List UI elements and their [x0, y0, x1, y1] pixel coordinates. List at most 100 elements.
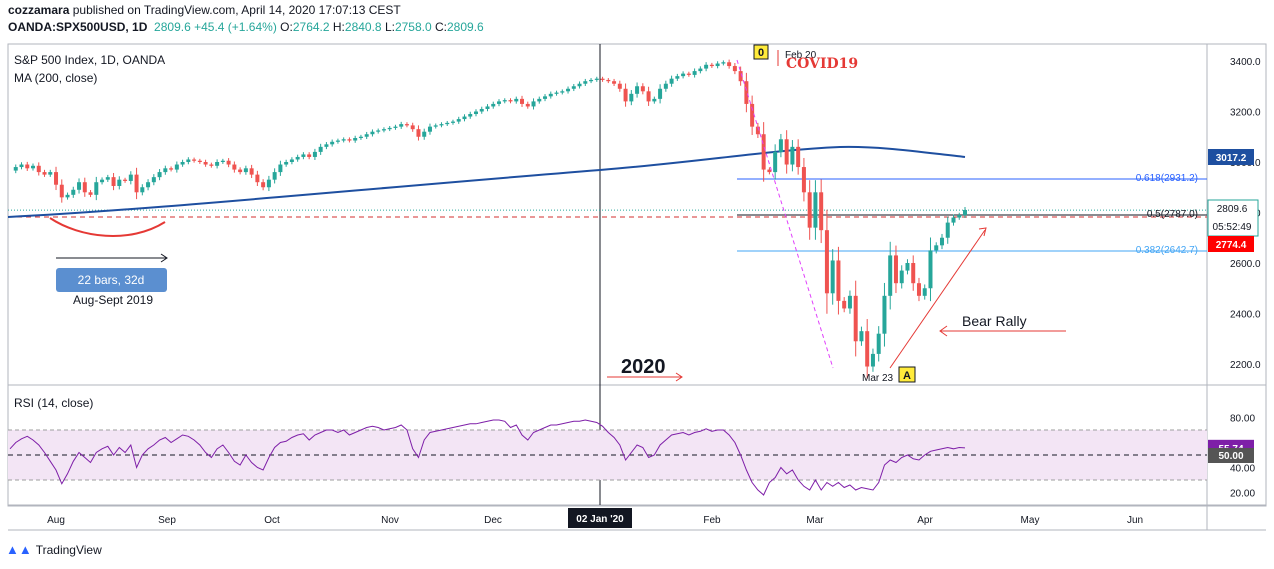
candle-body [548, 93, 553, 97]
candle-body [19, 164, 24, 168]
bear-rally-arrow-head [939, 325, 948, 337]
bars-box-label: 22 bars, 32d [78, 273, 145, 287]
publisher-name[interactable]: cozzamara [8, 3, 70, 17]
candle-body [479, 108, 484, 112]
candle-body [318, 146, 323, 152]
candle-body [767, 169, 772, 173]
mar23-label: Mar 23 [862, 373, 894, 384]
point-0-label: 0 [758, 47, 764, 59]
candle-body [646, 91, 651, 102]
candle-body [773, 151, 778, 173]
candle-body [537, 98, 542, 102]
y-tick-label: 3400.0 [1230, 57, 1261, 68]
candle-body [957, 215, 962, 218]
candle-body [312, 151, 317, 157]
bars-caption: Aug-Sept 2019 [73, 293, 153, 307]
rsi-label: RSI (14, close) [14, 396, 93, 410]
point-A-label: A [903, 370, 911, 382]
y-tick-label: 3200.0 [1230, 108, 1261, 119]
candle-body [963, 209, 967, 216]
candle-body [951, 217, 956, 223]
x-tick-label: Aug [47, 515, 65, 526]
publisher-line: cozzamara published on TradingView.com, … [8, 3, 401, 17]
low-label: L: [384, 20, 395, 34]
candle-body [721, 62, 726, 64]
rsi-mid-tag: 50.00 [1218, 451, 1243, 462]
candle-body [836, 260, 841, 301]
candle-body [215, 162, 220, 166]
point-A-box [898, 366, 916, 383]
candle-body [658, 88, 663, 99]
high-label: H: [332, 20, 345, 34]
candle-body [347, 139, 352, 141]
candle-body [284, 162, 289, 165]
candle-body [111, 177, 116, 186]
candle-body [824, 230, 829, 294]
last-price-tag: 2809.6 [1217, 204, 1248, 215]
x-highlight-label: 02 Jan '20 [576, 514, 624, 525]
candle-body [25, 164, 30, 169]
symbol-label[interactable]: OANDA:SPX500USD, 1D [8, 20, 148, 34]
candle-body [727, 62, 732, 67]
candle-body [393, 126, 398, 128]
candle-body [497, 101, 502, 104]
candle-body [934, 245, 939, 251]
rsi-tick-label: 40.00 [1230, 464, 1255, 475]
candle-body [94, 182, 99, 195]
x-tick-label: Oct [264, 515, 280, 526]
level-2774-tag: 2774.4 [1216, 240, 1247, 251]
bars-measure-arrow [160, 253, 168, 263]
curve-aug-sept [49, 217, 166, 237]
open-value: 2764.2 [292, 20, 330, 34]
candle-body [876, 333, 881, 354]
candle-body [353, 138, 358, 141]
candle-body [249, 168, 254, 175]
candle-body [830, 260, 835, 294]
low-value: 2758.0 [394, 20, 432, 34]
tradingview-footer[interactable]: ▲▲ TradingView [6, 542, 102, 557]
candle-body [381, 129, 386, 131]
candle-body [220, 160, 225, 162]
candle-body [939, 237, 944, 246]
candle-body [715, 63, 720, 67]
candle-body [784, 139, 789, 165]
candle-body [796, 146, 801, 168]
candle-body [865, 331, 870, 367]
candle-body [450, 121, 455, 123]
candle-body [140, 187, 145, 193]
candle-body [819, 192, 824, 231]
candle-body [778, 139, 783, 152]
open-label: O: [280, 20, 293, 34]
candle-body [289, 159, 294, 162]
candle-body [600, 78, 605, 80]
candle-body [335, 140, 340, 142]
candle-body [842, 300, 847, 309]
covid-label: COVID19 [786, 56, 858, 72]
last-price: 2809.6 [154, 20, 191, 34]
candle-body [698, 68, 703, 72]
candle-body [422, 131, 427, 137]
candle-body [439, 124, 444, 126]
candle-body [468, 114, 473, 117]
candle-body [738, 71, 743, 82]
candle-body [629, 93, 634, 102]
point-0-box [753, 44, 769, 60]
candle-body [266, 179, 271, 188]
candle-body [893, 255, 898, 284]
candle-body [744, 81, 749, 104]
candle-body [635, 86, 640, 94]
candle-body [151, 177, 156, 183]
x-tick-label: Nov [381, 515, 399, 526]
candle-body [870, 353, 875, 367]
candle-body [445, 122, 450, 125]
candle-body [755, 126, 760, 135]
candle-body [370, 131, 375, 135]
candle-body [577, 83, 582, 87]
candle-body [238, 169, 243, 173]
candle-body [387, 127, 392, 130]
candle-body [358, 136, 363, 139]
candle-body [255, 174, 260, 183]
candle-body [134, 174, 139, 193]
candle-body [456, 119, 461, 122]
